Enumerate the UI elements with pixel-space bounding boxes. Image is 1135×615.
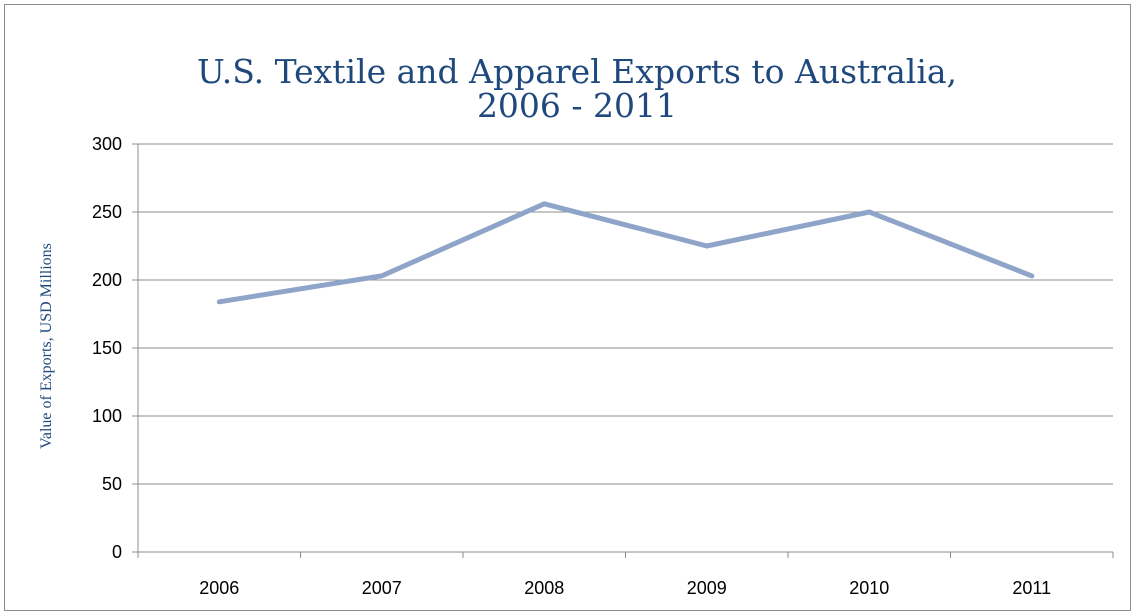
series-line-0: [216, 201, 1035, 305]
line-chart: U.S. Textile and Apparel Exports to Aust…: [38, 52, 1114, 598]
data-point-2010: [868, 211, 870, 213]
x-tick-labels: 2006 2007 2008 2009 2010 2011: [199, 578, 1051, 598]
y-axis-label: Value of Exports, USD Millions: [38, 243, 55, 449]
data-point-2007: [381, 275, 383, 277]
x-tick-label-2010: 2010: [849, 578, 889, 598]
data-point-2008: [543, 203, 545, 205]
y-tick-label-250: 250: [92, 202, 122, 222]
chart-title-line-1: U.S. Textile and Apparel Exports to Aust…: [197, 52, 957, 91]
y-tick-label-50: 50: [102, 474, 122, 494]
axes: [132, 143, 1114, 558]
data-point-2011: [1031, 275, 1033, 277]
x-tick-label-2006: 2006: [199, 578, 239, 598]
x-tick-label-2007: 2007: [362, 578, 402, 598]
y-tick-label-200: 200: [92, 270, 122, 290]
gridlines: [138, 143, 1113, 485]
x-tick-label-2011: 2011: [1012, 578, 1051, 598]
data-point-2006: [218, 301, 220, 303]
x-tick-label-2008: 2008: [524, 578, 564, 598]
chart-frame: U.S. Textile and Apparel Exports to Aust…: [4, 4, 1131, 611]
y-tick-labels: 0 50 100 150 200 250 300: [92, 134, 122, 562]
y-tick-label-150: 150: [92, 338, 122, 358]
y-tick-label-300: 300: [92, 134, 122, 154]
x-tick-label-2009: 2009: [687, 578, 727, 598]
y-tick-label-0: 0: [112, 542, 122, 562]
chart-title-line-2: 2006 - 2011: [477, 86, 677, 125]
y-tick-label-100: 100: [92, 406, 122, 426]
data-point-2009: [706, 245, 708, 247]
series-layer: [216, 201, 1035, 305]
